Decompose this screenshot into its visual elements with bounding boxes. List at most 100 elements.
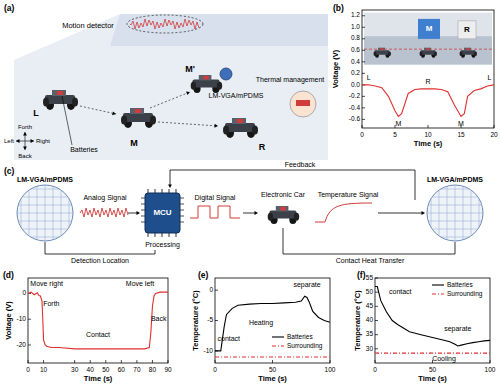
y-axis-label: Voltage (V) [4, 301, 13, 340]
wheel [43, 98, 49, 107]
annotation: contact [389, 288, 412, 295]
x-tick [330, 360, 331, 363]
y-tick [362, 107, 365, 108]
wall [110, 14, 328, 46]
data-group [215, 296, 330, 357]
x-tick-label: 50 [429, 366, 437, 373]
position-label: M [130, 138, 138, 148]
thermal-battery [296, 100, 310, 106]
car-body [225, 123, 255, 132]
y-tick-label: 0.8 [351, 34, 360, 41]
arrow-head [112, 111, 116, 115]
x-tick-label: 40 [87, 366, 95, 373]
plot-frame [215, 278, 330, 363]
wheel [374, 51, 377, 56]
sensor-grid [22, 229, 68, 230]
car-icon [420, 48, 438, 58]
battery [203, 76, 208, 80]
x-tick [494, 125, 495, 128]
x-tick [168, 360, 169, 363]
car-body [45, 95, 75, 104]
y-tick-label: -0.4 [349, 104, 361, 111]
arrow-head [23, 132, 27, 136]
y-tick [375, 334, 378, 335]
y-tick-label: 50 [366, 288, 374, 295]
feedback-label: Feedback [285, 161, 316, 168]
x-tick-label: 100 [325, 366, 336, 373]
x-tick [121, 360, 122, 363]
arrow-head [136, 211, 140, 215]
x-tick-label: 15 [457, 131, 465, 138]
car-body [123, 113, 153, 122]
photo [364, 13, 492, 65]
wheel [460, 51, 463, 56]
car-top [232, 118, 246, 124]
car-icon [223, 118, 258, 138]
series-line [375, 353, 490, 354]
annotation: Move right [30, 280, 63, 288]
panel-c: LM-VGA/mPDMSLM-VGA/mPDMSAnalog SignalMCU… [17, 161, 483, 264]
x-tick-label: 70 [133, 366, 141, 373]
path-line [158, 122, 218, 126]
car-icon [191, 75, 223, 93]
sensor-grid [463, 186, 464, 240]
sensor-circle [427, 185, 483, 241]
battery [57, 91, 63, 95]
mcu-label: MCU [153, 208, 171, 217]
contact-label: Contact Heat Transfer [336, 257, 405, 264]
sensor-label: LM-VGA/mPDMS [17, 176, 73, 183]
detector-label: Motion detector [62, 21, 114, 30]
pointer [62, 96, 72, 145]
sensor-grid [69, 199, 70, 228]
x-tick-label: 20 [490, 131, 498, 138]
x-tick-label: 10 [424, 131, 432, 138]
arrow-head [421, 211, 425, 215]
y-tick-label: 0 [22, 289, 26, 296]
y-tick-label: 0.2 [351, 69, 360, 76]
legend-label: Surrounding [287, 342, 323, 350]
wheel [388, 51, 391, 56]
x-tick [362, 125, 363, 128]
annotation: Back [151, 315, 167, 322]
car-icon [268, 206, 300, 224]
car-top [276, 206, 289, 211]
plot-frame [375, 278, 490, 363]
thermal-label: Thermal management [256, 76, 325, 84]
annotation: Contact [86, 331, 110, 338]
x-tick [375, 360, 376, 363]
y-tick [362, 96, 365, 97]
photo-block [458, 21, 476, 39]
x-tick [136, 360, 137, 363]
y-tick-label: 1.0 [351, 23, 360, 30]
series-line [215, 356, 330, 357]
y-tick [362, 15, 365, 16]
floor [14, 14, 328, 160]
car-top [130, 108, 144, 114]
y-tick-label: -10 [204, 347, 214, 354]
y-axis-label: Temperature (°C) [353, 290, 362, 351]
wheel [72, 98, 78, 107]
temperature-label: Temperature Signal [318, 191, 379, 199]
car-top [199, 75, 212, 80]
arrow-head [16, 139, 20, 143]
y-tick-label: -20 [17, 341, 27, 348]
sensor-label: LM-VGA/mPDMS [427, 176, 483, 183]
detection-line [45, 242, 155, 254]
x-tick-label: 0 [26, 366, 30, 373]
chart: 01030405060708090-20-100Time (s)Voltage … [4, 278, 172, 383]
x-tick-label: 5 [393, 131, 397, 138]
y-tick-label: -0.6 [349, 115, 361, 122]
car-icon [43, 90, 78, 110]
y-tick [375, 306, 378, 307]
series-line [375, 287, 490, 347]
car-body [375, 50, 390, 55]
y-tick [362, 73, 365, 74]
legend-swatch [432, 293, 444, 294]
car-icon [374, 48, 392, 58]
car-label: Electronic Car [261, 191, 306, 198]
x-tick-label: 0 [360, 131, 364, 138]
annotation: Heating [249, 319, 273, 327]
sensor-grid [18, 221, 72, 222]
photo-label: M [426, 24, 433, 33]
sensor-grid [427, 213, 483, 214]
